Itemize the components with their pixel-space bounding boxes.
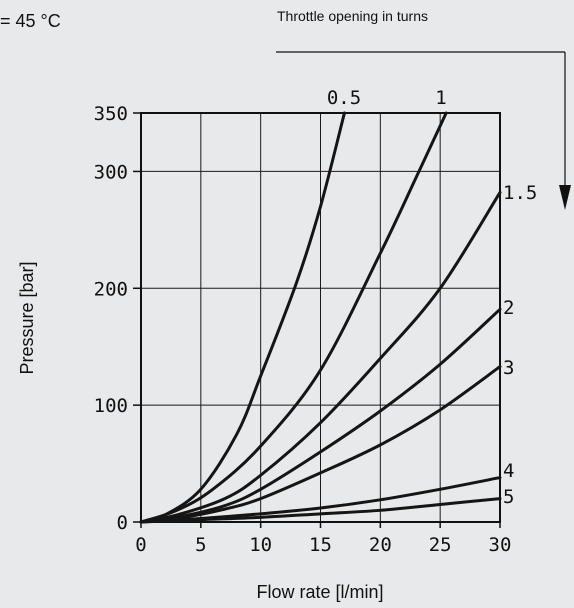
x-tick-label-30: 30: [489, 534, 512, 556]
x-tick-label-5: 5: [195, 534, 206, 556]
x-tick-label-20: 20: [369, 534, 392, 556]
series-label-5: 5: [503, 486, 514, 508]
series-line-3: [139, 365, 502, 524]
series-label-1: 1: [435, 87, 446, 109]
y-tick-label-0: 0: [117, 512, 128, 534]
x-tick-label-0: 0: [135, 534, 146, 556]
x-axis-label: Flow rate [l/min]: [256, 582, 383, 602]
y-tick-label-200: 200: [94, 278, 128, 300]
y-axis-label: Pressure [bar]: [17, 261, 37, 374]
grid: [140, 112, 501, 523]
series-label-4: 4: [503, 460, 514, 482]
series-label-3: 3: [503, 357, 514, 379]
series-line-1: [139, 111, 448, 524]
series: [139, 111, 502, 524]
x-tick-label-25: 25: [429, 534, 452, 556]
series-label-1.5: 1.5: [503, 182, 537, 204]
series-line-1.5: [139, 190, 502, 524]
x-tick-label-10: 10: [249, 534, 272, 556]
condition-text: = 45 °C: [0, 11, 61, 31]
y-tick-label-100: 100: [94, 395, 128, 417]
x-tick-label-15: 15: [309, 534, 332, 556]
throttle-label: Throttle opening in turns: [277, 8, 428, 24]
y-tick-label-300: 300: [94, 161, 128, 183]
y-tick-label-350: 350: [94, 103, 128, 125]
series-labels: 0.5 1 1.5 2 3 4 5: [327, 87, 537, 508]
series-line-0.5: [139, 111, 346, 524]
series-line-5: [139, 497, 502, 524]
series-label-2: 2: [503, 297, 514, 319]
arrow-down-icon: [559, 185, 571, 210]
series-label-0.5: 0.5: [327, 87, 361, 109]
